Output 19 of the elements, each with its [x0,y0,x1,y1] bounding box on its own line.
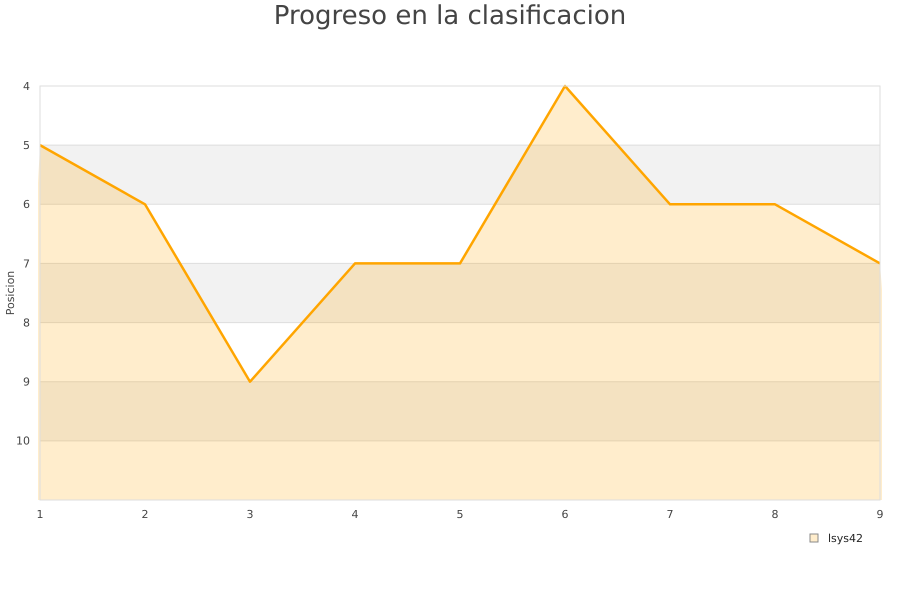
x-tick-label: 3 [246,508,254,521]
x-tick-label: 8 [772,508,778,521]
y-tick-label: 10 [16,434,30,448]
y-tick-label: 9 [23,376,30,389]
y-tick-label: 5 [23,138,30,152]
y-axis-title: Posicion [4,270,17,316]
y-tick-label: 7 [23,257,30,270]
y-tick-label: 8 [23,316,30,330]
chart-title: Progreso en la clasificacion [274,1,626,31]
x-tick-label: 9 [876,508,884,521]
x-tick-label: 4 [352,508,358,521]
x-tick-label: 2 [142,508,148,521]
y-tick-label: 4 [23,80,30,93]
y-tick-label: 6 [23,198,30,212]
x-tick-label: 5 [456,508,464,521]
x-tick-label: 1 [36,508,44,521]
x-tick-label: 6 [562,508,568,521]
legend-label: lsys42 [828,532,864,545]
x-tick-label: 7 [666,508,674,521]
